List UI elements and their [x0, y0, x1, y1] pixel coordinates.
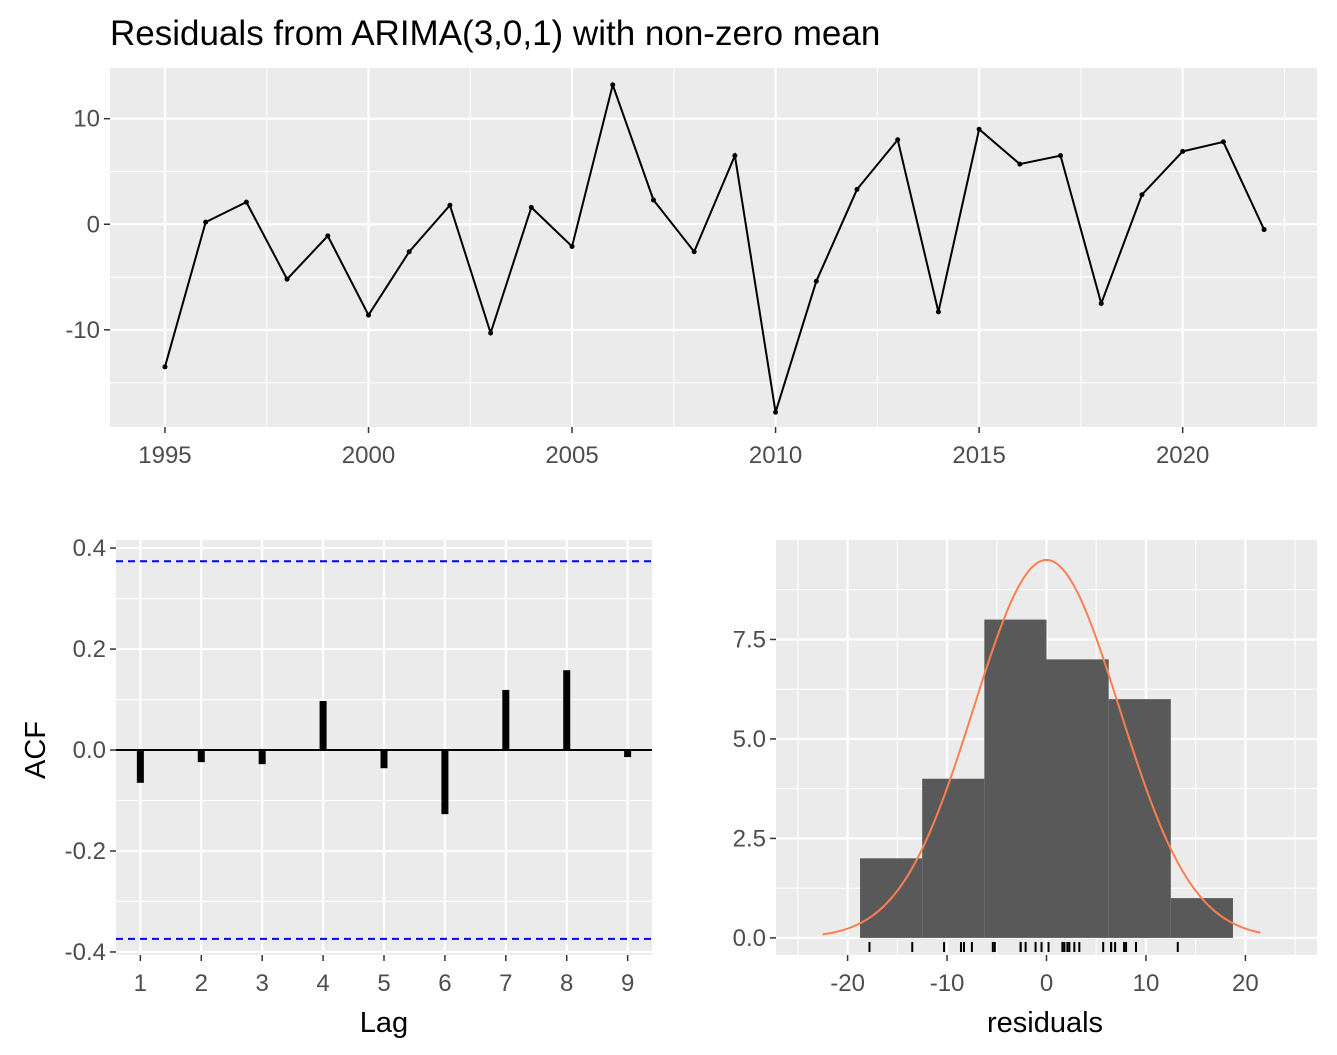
y-tick-label: -0.2 [65, 838, 106, 865]
histogram-bar [1046, 659, 1109, 938]
residuals-histogram: -20 -10 0 10 20 0.0 2.5 5.0 7.5 [733, 540, 1317, 997]
acf-bar [197, 750, 205, 763]
acf-bar [441, 750, 449, 815]
x-tick-label: -10 [930, 970, 965, 997]
acf-bar [380, 750, 388, 769]
residuals-time-plot: 1995 2000 2005 2010 2015 2020 10 0 -10 [65, 68, 1317, 469]
x-tick-label: 3 [256, 970, 269, 997]
data-point [854, 186, 860, 192]
histogram-x-axis-title: residuals [987, 1007, 1103, 1039]
data-point [813, 278, 819, 284]
data-point [650, 197, 656, 203]
x-tick-label: 7 [499, 970, 512, 997]
x-tick-label: 2005 [545, 442, 598, 469]
data-point [976, 126, 982, 132]
y-tick-label: 0.0 [73, 737, 106, 764]
x-tick-label: 2000 [342, 442, 395, 469]
data-point [610, 82, 616, 88]
y-tick-label: 0.2 [73, 636, 106, 663]
data-point [488, 330, 494, 336]
y-tick-label: 0.0 [733, 925, 766, 952]
x-tick-label: 2010 [749, 442, 802, 469]
x-tick-label: 2020 [1156, 442, 1209, 469]
x-tick-label: 4 [316, 970, 329, 997]
x-tick-label: 2015 [952, 442, 1005, 469]
y-tick-label: 0.4 [73, 535, 106, 562]
data-point [1180, 148, 1186, 154]
x-tick-label: 10 [1133, 970, 1160, 997]
data-point [203, 219, 209, 225]
data-point [528, 204, 534, 210]
x-tick-label: 1 [134, 970, 147, 997]
data-point [447, 202, 453, 208]
acf-bar [258, 750, 266, 765]
histogram-bar [984, 619, 1047, 938]
x-tick-label: 0 [1040, 970, 1053, 997]
x-tick-label: 2 [195, 970, 208, 997]
data-point [732, 153, 738, 159]
data-point [1220, 139, 1226, 145]
acf-bar [502, 689, 510, 751]
x-tick-label: -20 [830, 970, 865, 997]
data-point [569, 243, 575, 249]
histogram-bar [1108, 699, 1171, 938]
data-point [895, 137, 901, 143]
y-tick-label: -10 [65, 317, 100, 344]
normal-density-curve [822, 558, 1261, 936]
data-point [284, 276, 290, 282]
panel-background [110, 68, 1317, 427]
data-point [365, 312, 371, 318]
chart-title: Residuals from ARIMA(3,0,1) with non-zer… [110, 14, 880, 53]
acf-x-axis-title: Lag [360, 1007, 408, 1039]
acf-bar [136, 750, 144, 783]
acf-bar [624, 750, 632, 758]
x-tick-label: 1995 [138, 442, 191, 469]
data-point [1098, 300, 1104, 306]
acf-plot: 1 2 3 4 5 6 7 8 9 0.4 0.2 0.0 -0.2 -0.4 [65, 535, 652, 997]
y-tick-label: 7.5 [733, 626, 766, 653]
data-point [773, 409, 779, 415]
y-tick-label: 2.5 [733, 825, 766, 852]
data-point [935, 309, 941, 315]
acf-bar [563, 670, 571, 751]
data-point [1139, 192, 1145, 198]
y-tick-label: -0.4 [65, 939, 106, 966]
data-point [1017, 161, 1023, 167]
data-point [1058, 153, 1064, 159]
acf-bar [319, 701, 327, 751]
x-tick-label: 6 [438, 970, 451, 997]
data-point [162, 364, 168, 370]
x-tick-label: 8 [560, 970, 573, 997]
y-tick-label: 5.0 [733, 726, 766, 753]
y-tick-label: 10 [73, 106, 100, 133]
data-point [1261, 227, 1267, 233]
x-tick-label: 20 [1232, 970, 1259, 997]
x-tick-label: 5 [377, 970, 390, 997]
y-tick-label: 0 [87, 211, 100, 238]
data-point [243, 199, 249, 205]
histogram-bar [922, 778, 985, 938]
data-point [691, 249, 697, 255]
data-point [325, 233, 331, 239]
x-tick-label: 9 [621, 970, 634, 997]
series-line [163, 81, 1265, 413]
data-point [406, 249, 412, 255]
acf-y-axis-title: ACF [20, 721, 52, 779]
